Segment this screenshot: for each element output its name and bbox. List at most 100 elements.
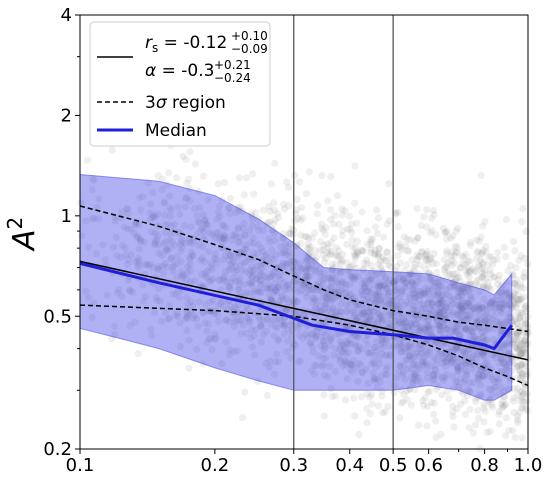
- scatter-point: [296, 357, 304, 365]
- scatter-point: [455, 273, 463, 281]
- scatter-point: [488, 401, 496, 409]
- scatter-point: [336, 311, 345, 319]
- scatter-point: [385, 279, 393, 288]
- scatter-point: [515, 344, 523, 353]
- scatter-point: [176, 319, 184, 327]
- scatter-point: [490, 312, 498, 320]
- scatter-point: [373, 229, 381, 237]
- scatter-point: [498, 355, 506, 363]
- scatter-point: [379, 292, 387, 300]
- scatter-point: [187, 239, 195, 248]
- scatter-point: [225, 256, 233, 264]
- scatter-point: [427, 398, 436, 406]
- scatter-point: [269, 220, 277, 228]
- scatter-point: [293, 297, 301, 305]
- scatter-point: [518, 372, 527, 380]
- scatter-point: [206, 298, 214, 307]
- scatter-point: [350, 273, 359, 282]
- scatter-point: [474, 414, 483, 422]
- scatter-point: [302, 257, 310, 266]
- scatter-point: [402, 318, 410, 326]
- scatter-point: [342, 284, 350, 292]
- scatter-point: [498, 300, 506, 308]
- scatter-point: [502, 290, 510, 298]
- scatter-point: [440, 354, 448, 362]
- scatter-point: [353, 364, 361, 373]
- scatter-point: [199, 234, 207, 242]
- scatter-point: [436, 277, 444, 285]
- scatter-point: [448, 311, 456, 319]
- scatter-point: [226, 209, 234, 217]
- scatter-point: [445, 292, 453, 300]
- scatter-point: [206, 229, 214, 237]
- scatter-point: [426, 305, 434, 313]
- scatter-point: [254, 249, 262, 257]
- scatter-point: [264, 281, 273, 289]
- scatter-point: [460, 253, 468, 261]
- scatter-point: [308, 298, 316, 306]
- scatter-point: [360, 309, 368, 317]
- scatter-point: [509, 271, 517, 279]
- scatter-point: [409, 282, 418, 290]
- scatter-point: [504, 356, 512, 364]
- scatter-point: [351, 252, 359, 260]
- scatter-point: [452, 227, 460, 235]
- scatter-point: [434, 282, 442, 290]
- scatter-point: [488, 351, 496, 359]
- scatter-point: [496, 303, 504, 311]
- scatter-point: [266, 285, 274, 293]
- scatter-point: [359, 368, 367, 376]
- scatter-point: [457, 374, 465, 382]
- scatter-point: [201, 216, 209, 224]
- scatter-point: [517, 309, 525, 317]
- scatter-point: [463, 284, 471, 293]
- scatter-point: [395, 318, 403, 326]
- scatter-point: [462, 302, 470, 310]
- scatter-point: [378, 299, 386, 307]
- scatter-point: [477, 351, 485, 359]
- scatter-point: [149, 189, 157, 197]
- scatter-point: [225, 204, 233, 212]
- scatter-point: [355, 312, 363, 320]
- scatter-point: [384, 291, 392, 299]
- scatter-point: [514, 416, 522, 424]
- scatter-point: [427, 254, 435, 262]
- scatter-point: [441, 311, 449, 319]
- scatter-point: [499, 359, 507, 367]
- scatter-point: [482, 248, 490, 256]
- scatter-point: [221, 272, 229, 280]
- scatter-point: [354, 250, 362, 258]
- scatter-point: [311, 297, 319, 305]
- scatter-point: [346, 280, 354, 288]
- scatter-point: [423, 321, 431, 329]
- scatter-point: [405, 247, 413, 255]
- scatter-point: [406, 294, 414, 302]
- scatter-point: [521, 320, 530, 328]
- scatter-point: [501, 361, 509, 369]
- scatter-point: [466, 314, 474, 322]
- scatter-point: [309, 348, 317, 356]
- scatter-point: [237, 330, 245, 338]
- scatter-point: [410, 305, 418, 313]
- scatter-point: [331, 275, 340, 283]
- scatter-point: [274, 282, 282, 290]
- scatter-point: [291, 308, 299, 316]
- scatter-point: [464, 300, 472, 308]
- scatter-point: [337, 341, 345, 350]
- scatter-point: [255, 313, 263, 321]
- scatter-point: [381, 370, 390, 378]
- scatter-point: [376, 281, 384, 289]
- scatter-point: [435, 309, 443, 317]
- scatter-point: [513, 282, 521, 290]
- scatter-point: [496, 359, 504, 367]
- scatter-point: [273, 324, 281, 332]
- scatter-point: [458, 358, 467, 366]
- scatter-point: [429, 206, 437, 215]
- scatter-point: [368, 276, 376, 284]
- scatter-point: [335, 286, 343, 294]
- scatter-point: [269, 272, 277, 280]
- scatter-point: [510, 291, 518, 299]
- scatter-point: [394, 303, 402, 311]
- scatter-point: [251, 351, 259, 359]
- scatter-point: [374, 252, 382, 261]
